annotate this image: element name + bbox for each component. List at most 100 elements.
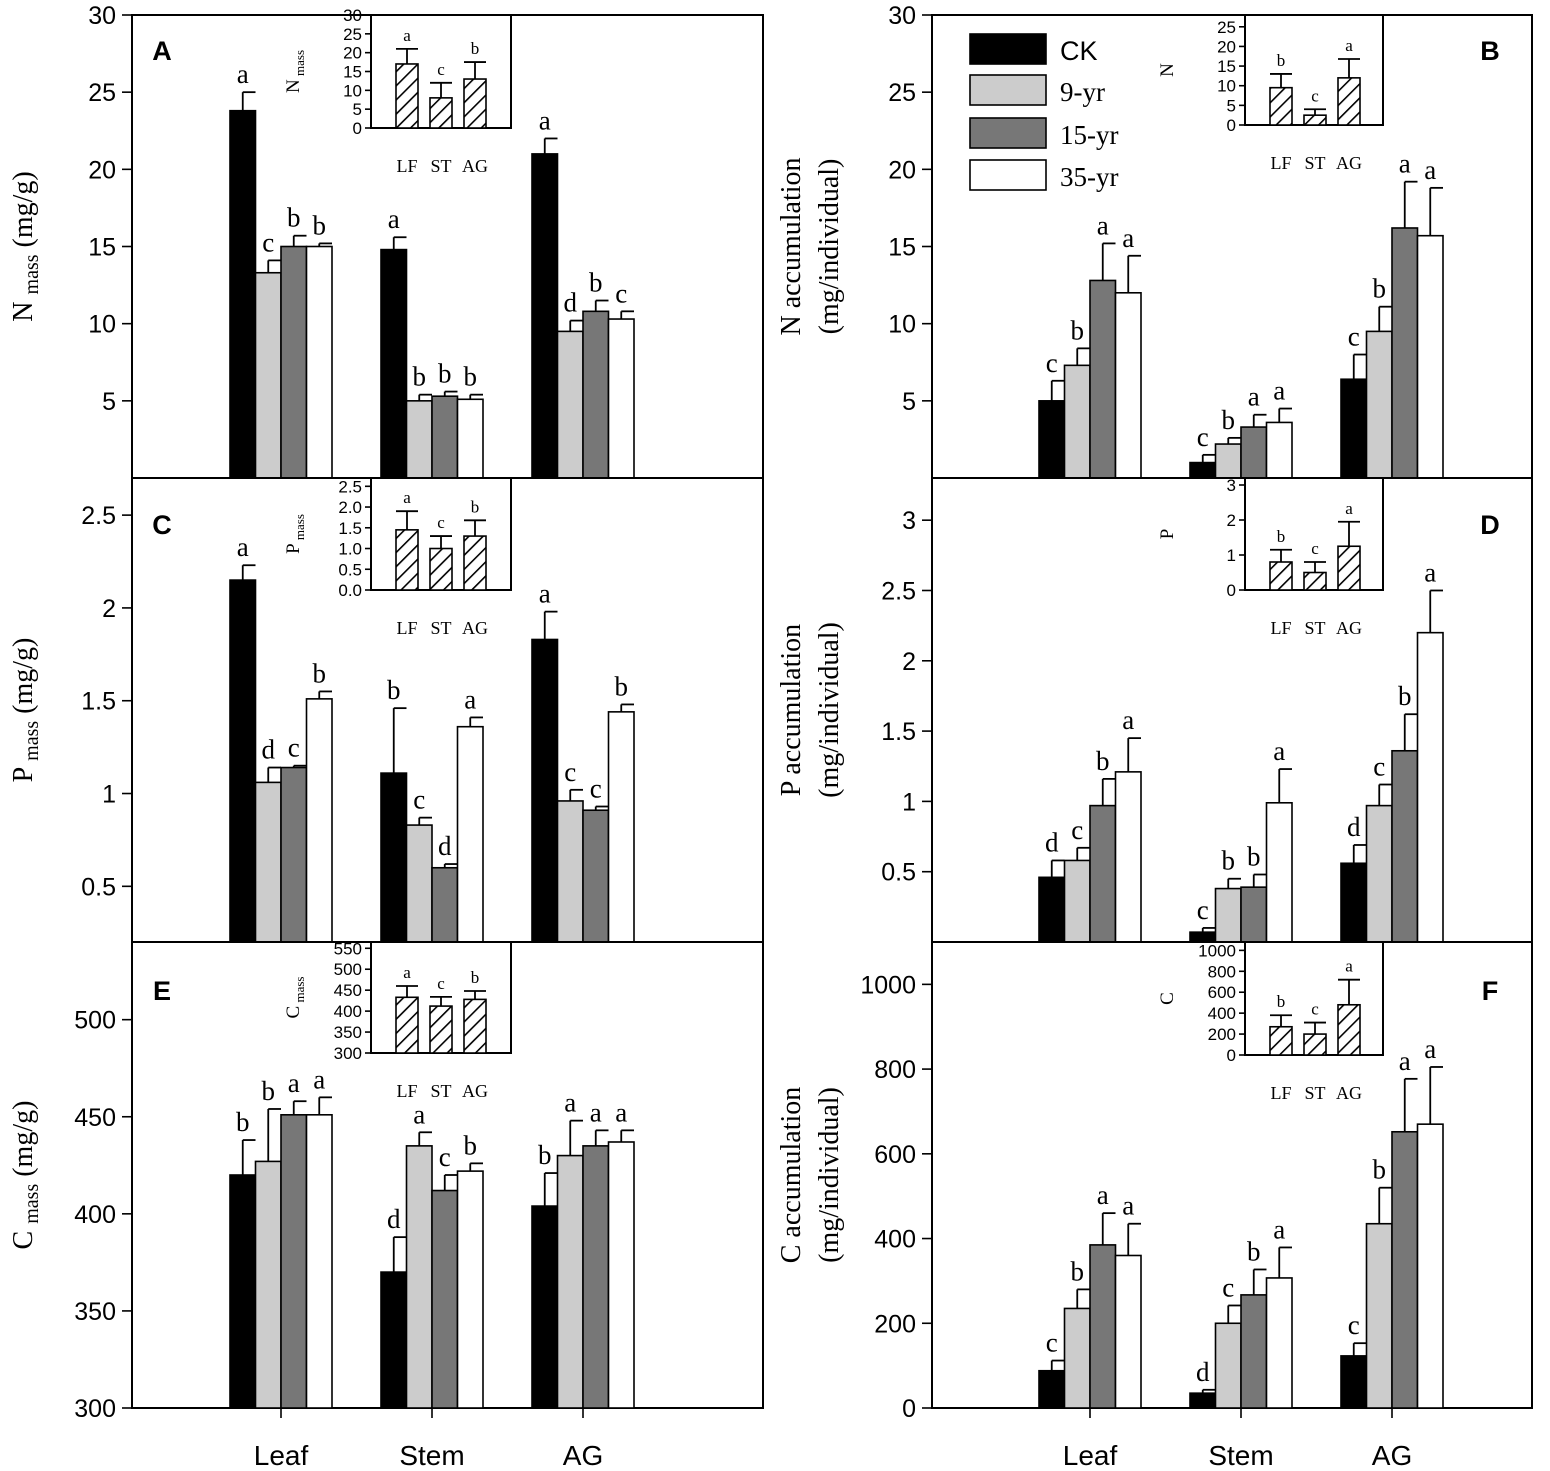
- inset-x-category-label: AG: [1336, 153, 1362, 173]
- panel-letter: B: [1480, 36, 1500, 66]
- significance-letter: a: [1122, 223, 1134, 253]
- significance-letter: a: [1424, 155, 1436, 185]
- significance-letter: b: [1373, 1155, 1387, 1185]
- bar-ck-leaf: [1038, 400, 1066, 479]
- x-category-label: AG: [1372, 1440, 1412, 1471]
- y-tick-label: 20: [88, 156, 116, 184]
- inset-significance-letter: a: [403, 488, 411, 507]
- inset-bar-st: [429, 547, 453, 591]
- significance-letter: a: [1273, 376, 1285, 406]
- bar-35yr-stem: [456, 1170, 484, 1409]
- legend-label-35yr: 35-yr: [1060, 162, 1118, 192]
- x-category-label: Stem: [399, 1440, 464, 1471]
- bar-15yr-ag: [582, 809, 610, 943]
- x-category-label: Leaf: [254, 1440, 309, 1471]
- significance-letter: c: [1071, 815, 1083, 845]
- inset-y-axis-label: N mass: [283, 50, 307, 93]
- inset-y-tick-label: 600: [1208, 983, 1236, 1002]
- significance-letter: c: [1373, 752, 1385, 782]
- significance-letter: c: [439, 1142, 451, 1172]
- significance-letter: b: [287, 203, 301, 233]
- bar-35yr-leaf: [1114, 1254, 1142, 1409]
- significance-letter: d: [438, 831, 452, 861]
- y-tick-label: 400: [74, 1201, 116, 1229]
- y-axis-label-line1: C accumulation: [776, 1087, 807, 1264]
- inset-bar-ag: [1337, 1003, 1361, 1056]
- significance-letter: c: [1046, 348, 1058, 378]
- significance-letter: b: [1398, 681, 1412, 711]
- panel-letter: C: [152, 510, 172, 540]
- bar-35yr-leaf: [1114, 291, 1142, 479]
- bar-9yr-ag: [556, 330, 584, 479]
- y-tick-label: 450: [74, 1104, 116, 1132]
- inset-y-tick-label: 5: [1227, 96, 1236, 115]
- inset-y-tick-label: 3: [1227, 476, 1236, 495]
- bar-15yr-ag: [582, 1145, 610, 1409]
- inset-panel-f: 0 200 400 600 800 1000 b LF c ST a AG C: [1157, 941, 1384, 1103]
- bar-9yr-leaf: [1063, 1307, 1091, 1409]
- inset-bar-st: [1303, 1033, 1327, 1056]
- bar-9yr-ag: [1365, 330, 1393, 479]
- y-tick-label: 350: [74, 1298, 116, 1326]
- bar-35yr-ag: [1416, 234, 1444, 479]
- y-tick-label: 10: [888, 311, 916, 339]
- significance-letter: b: [1096, 746, 1110, 776]
- bar-35yr-stem: [456, 398, 484, 479]
- significance-letter: a: [564, 1088, 576, 1118]
- y-axis-label: C mass (mg/g): [8, 1101, 43, 1250]
- inset-x-category-label: AG: [1336, 1083, 1362, 1103]
- inset-y-tick-label: 0.0: [338, 581, 362, 600]
- bar-35yr-stem: [1265, 421, 1293, 479]
- bar-ck-stem: [380, 772, 408, 943]
- significance-letter: b: [1071, 315, 1085, 345]
- significance-letter: b: [1373, 274, 1387, 304]
- bar-15yr-stem: [1240, 426, 1268, 479]
- bar-15yr-stem: [431, 1189, 459, 1409]
- inset-x-category-label: AG: [1336, 618, 1362, 638]
- inset-x-category-label: LF: [396, 1081, 417, 1101]
- inset-y-axis-label: C mass: [283, 977, 307, 1019]
- bar-9yr-ag: [556, 800, 584, 943]
- bar-9yr-stem: [1214, 887, 1242, 943]
- bar-35yr-leaf: [1114, 771, 1142, 943]
- inset-significance-letter: c: [437, 513, 445, 532]
- significance-letter: a: [1248, 382, 1260, 412]
- bar-15yr-ag: [1391, 227, 1419, 479]
- inset-significance-letter: a: [1345, 499, 1353, 518]
- inset-y-tick-label: 800: [1208, 962, 1236, 981]
- significance-letter: a: [464, 684, 476, 714]
- bar-9yr-leaf: [254, 781, 282, 943]
- inset-panel-d: 0 1 2 3 b LF c ST a AG P: [1157, 476, 1384, 638]
- bar-9yr-stem: [1214, 1322, 1242, 1409]
- panel-letter: E: [153, 976, 171, 1006]
- legend: CK 9-yr 15-yr 35-yr: [969, 33, 1118, 192]
- bar-35yr-leaf: [305, 245, 333, 479]
- inset-x-category-label: ST: [1304, 1083, 1325, 1103]
- significance-letter: a: [313, 1064, 325, 1094]
- legend-swatch-15yr: [969, 117, 1047, 149]
- bar-ck-stem: [380, 248, 408, 479]
- bar-35yr-ag: [607, 318, 635, 479]
- significance-letter: c: [262, 227, 274, 257]
- inset-bar-lf: [1269, 561, 1293, 591]
- significance-letter: a: [1122, 705, 1134, 735]
- bar-ck-ag: [531, 638, 559, 943]
- inset-significance-letter: b: [471, 39, 480, 58]
- y-axis-label-line1: N accumulation: [776, 157, 807, 335]
- significance-letter: d: [387, 1204, 401, 1234]
- inset-y-tick-label: 550: [334, 939, 362, 958]
- significance-letter: b: [1247, 1236, 1261, 1266]
- inset-significance-letter: a: [403, 963, 411, 982]
- legend-swatch-ck: [969, 33, 1047, 65]
- significance-letter: b: [387, 675, 401, 705]
- inset-y-tick-label: 30: [343, 6, 362, 25]
- significance-letter: b: [262, 1076, 276, 1106]
- legend-label-ck: CK: [1060, 36, 1098, 66]
- significance-letter: d: [1196, 1357, 1210, 1387]
- bar-9yr-stem: [405, 1145, 433, 1409]
- significance-letter: a: [1097, 210, 1109, 240]
- significance-letter: b: [1222, 846, 1236, 876]
